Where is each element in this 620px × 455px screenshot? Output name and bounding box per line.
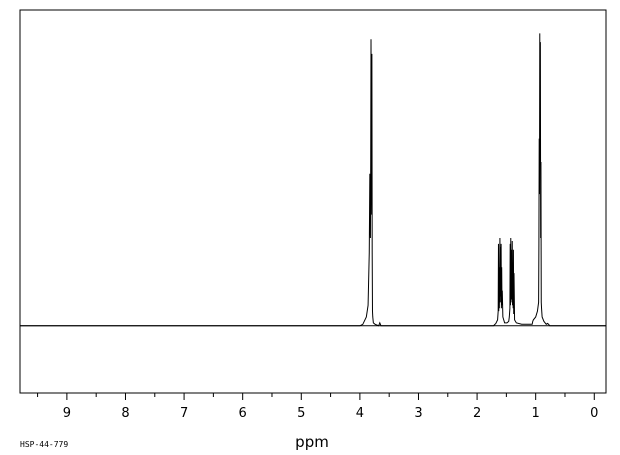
x-tick-label: 0 — [590, 406, 598, 421]
x-tick-label: 4 — [356, 406, 364, 421]
x-tick-label: 6 — [239, 406, 247, 421]
x-axis-ticks — [37, 393, 595, 400]
x-axis-title: ppm — [295, 433, 329, 451]
x-tick-label: 8 — [121, 406, 129, 421]
spectrum-code-label: HSP-44-779 — [20, 440, 68, 449]
x-tick-label: 2 — [473, 406, 481, 421]
x-tick-label: 9 — [63, 406, 71, 421]
plot-frame — [19, 9, 607, 394]
x-tick-label: 7 — [180, 406, 188, 421]
x-tick-label: 3 — [414, 406, 422, 421]
x-axis-tick-labels: 9 8 7 6 5 4 3 2 1 0 — [63, 406, 599, 421]
x-tick-label: 5 — [297, 406, 305, 421]
spectrum-trace — [20, 33, 606, 327]
x-tick-label: 1 — [532, 406, 540, 421]
